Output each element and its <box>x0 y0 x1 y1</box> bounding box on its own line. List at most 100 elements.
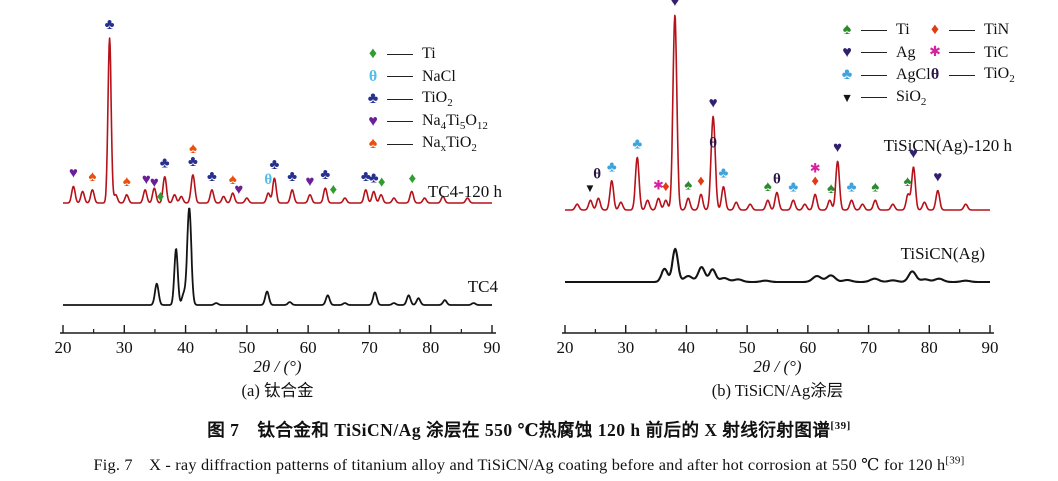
caption-chinese-text: 图 7 钛合金和 TiSiCN/Ag 涂层在 550 ℃热腐蚀 120 h 前后… <box>207 420 831 440</box>
peak-marker-na4ti5o12: ♥ <box>234 182 243 198</box>
caption-english-text: Fig. 7 X - ray diffraction patterns of t… <box>93 455 946 474</box>
na4ti5o12-marker-icon: ♥ <box>368 112 378 130</box>
xrd-curve-TiSiCN(Ag) <box>564 247 991 284</box>
x-tick-label: 70 <box>361 338 378 357</box>
peak-marker-na4ti5o12: ♥ <box>306 174 315 190</box>
legend-label: NaCl <box>422 67 456 85</box>
peak-marker-tio2: θ <box>709 135 717 151</box>
legend-item-tio2: ♣ TiO2 <box>364 88 488 111</box>
peak-marker-tio2: ♣ <box>287 169 297 185</box>
peak-marker-agcl: ♣ <box>719 166 729 182</box>
xrd-plot-panel-b: 20 30 40 50 60 70 80 90 2θ / (°) (b) TiSiCN/Ag涂层 T… <box>557 0 1013 400</box>
formula-subscript: 2 <box>920 95 927 108</box>
peak-marker-naxtio2: ♠ <box>88 169 96 185</box>
xrd-plot-panel-a: 20 30 40 50 60 70 80 90 2θ / (°) (a) 钛合金 TC4-120 h… <box>55 17 503 400</box>
ag-marker-icon: ♥ <box>842 43 852 61</box>
legend-line <box>387 53 413 55</box>
peak-marker-tio2: θ <box>773 171 781 187</box>
legend-item-naxtio2: ♠ NaxTiO2 <box>364 133 488 156</box>
legend-line <box>387 143 413 145</box>
peak-marker-agcl: ♣ <box>847 179 857 195</box>
formula-subscript: 2 <box>471 142 477 155</box>
legend-label: NaxTiO2 <box>422 134 477 155</box>
legend-column: ♦ Ti θ NaCl ♣ TiO2 ♥ Na4Ti5O12 ♠ NaxTiO2 <box>364 43 488 156</box>
peak-marker-ti: ♦ <box>157 189 165 205</box>
peak-marker-ti: ♦ <box>329 182 337 198</box>
peak-marker-naxtio2: ♠ <box>229 172 237 188</box>
x-axis-title: 2θ / (°) <box>253 357 302 376</box>
peak-marker-ag: ♥ <box>833 140 842 156</box>
naxtio2-marker-icon: ♠ <box>368 135 378 153</box>
x-tick-label: 70 <box>860 338 877 357</box>
formula-subscript: 2 <box>1009 73 1015 86</box>
peak-marker-ti: ♠ <box>827 181 835 197</box>
peak-marker-na4ti5o12: ♥ <box>142 172 151 188</box>
caption-chinese: 图 7 钛合金和 TiSiCN/Ag 涂层在 550 ℃热腐蚀 120 h 前后… <box>0 417 1058 442</box>
peak-marker-na4ti5o12: ♥ <box>69 166 78 182</box>
peak-marker-agcl: ♣ <box>632 136 642 152</box>
x-tick-label: 60 <box>799 338 816 357</box>
peak-marker-ag: ♥ <box>933 170 942 186</box>
legend-label: TiO2 <box>422 89 453 110</box>
panel-title: (a) 钛合金 <box>242 381 314 400</box>
formula-subscript: 4 <box>440 119 447 132</box>
legend-line <box>949 29 975 31</box>
legend-item-na4ti5o12: ♥ Na4Ti5O12 <box>364 111 488 134</box>
x-tick-label: 20 <box>557 338 574 357</box>
tio2-marker-icon: θ <box>930 66 940 84</box>
legend-item-agcl: ♣ AgCl <box>838 64 931 87</box>
peak-marker-naxtio2: ♠ <box>123 174 131 190</box>
legend-item-ti: ♦ Ti <box>364 43 488 66</box>
legend-label: SiO2 <box>896 87 927 108</box>
legend-line <box>949 52 975 54</box>
peak-marker-tio2: ♣ <box>270 157 280 173</box>
tin-marker-icon: ♦ <box>930 21 940 39</box>
legend-line <box>387 98 413 100</box>
x-tick-label: 90 <box>982 338 999 357</box>
legend-label: Na4Ti5O12 <box>422 111 488 132</box>
peak-marker-ti: ♦ <box>409 171 417 187</box>
legend-label: TiN <box>984 21 1010 39</box>
x-tick-label: 40 <box>678 338 695 357</box>
peak-marker-tio2: ♣ <box>320 167 330 183</box>
xrd-curve-TiSiCN(Ag)-120-h <box>564 14 991 211</box>
tio2-marker-icon: ♣ <box>367 90 379 108</box>
tic-marker-icon: ✱ <box>929 44 941 60</box>
caption-english-ref: [39] <box>945 454 965 467</box>
x-tick-label: 60 <box>300 338 317 357</box>
peak-marker-tio2: ♣ <box>160 156 170 172</box>
legend-label: TiO2 <box>984 65 1015 86</box>
x-tick-label: 30 <box>116 338 133 357</box>
legend-line <box>861 74 887 76</box>
peak-marker-tin: ♦ <box>697 173 705 189</box>
panel-title: (b) TiSiCN/Ag涂层 <box>712 381 844 400</box>
peak-marker-ti: ♦ <box>378 174 386 190</box>
caption-chinese-ref: [39] <box>830 420 851 433</box>
curve-label-TiSiCN(Ag): TiSiCN(Ag) <box>901 244 985 263</box>
peak-marker-tin: ♦ <box>811 173 819 189</box>
legend-item-tic: ✱ TiC <box>926 42 1015 65</box>
x-tick-label: 20 <box>55 338 72 357</box>
peak-marker-sio2: ▼ <box>584 183 595 195</box>
legend-label: Ti <box>422 45 436 63</box>
peak-marker-tio2: ♣ <box>105 17 115 33</box>
peak-marker-tio2: ♣ <box>361 169 371 185</box>
x-tick-label: 30 <box>617 338 634 357</box>
caption-english: Fig. 7 X - ray diffraction patterns of t… <box>0 451 1058 475</box>
legend-label: TiC <box>984 43 1009 61</box>
peak-marker-ti: ♠ <box>871 179 879 195</box>
xrd-curve-TC4-120-h <box>62 37 493 204</box>
peak-marker-tio2: ♣ <box>188 154 198 170</box>
legend-item-tin: ♦ TiN <box>926 19 1015 42</box>
curve-label-TiSiCN(Ag)-120-h: TiSiCN(Ag)-120 h <box>884 136 1013 155</box>
nacl-marker-icon: θ <box>368 67 378 85</box>
peak-marker-naxtio2: ♠ <box>189 141 197 157</box>
curve-label-TC4-120-h: TC4-120 h <box>428 182 503 201</box>
legend-line <box>387 121 413 123</box>
peak-marker-na4ti5o12: ♥ <box>150 175 159 191</box>
peak-marker-tio2: ♣ <box>369 170 379 186</box>
legend-item-ag: ♥ Ag <box>838 42 931 65</box>
x-tick-label: 80 <box>921 338 938 357</box>
curve-label-TC4: TC4 <box>468 277 499 296</box>
